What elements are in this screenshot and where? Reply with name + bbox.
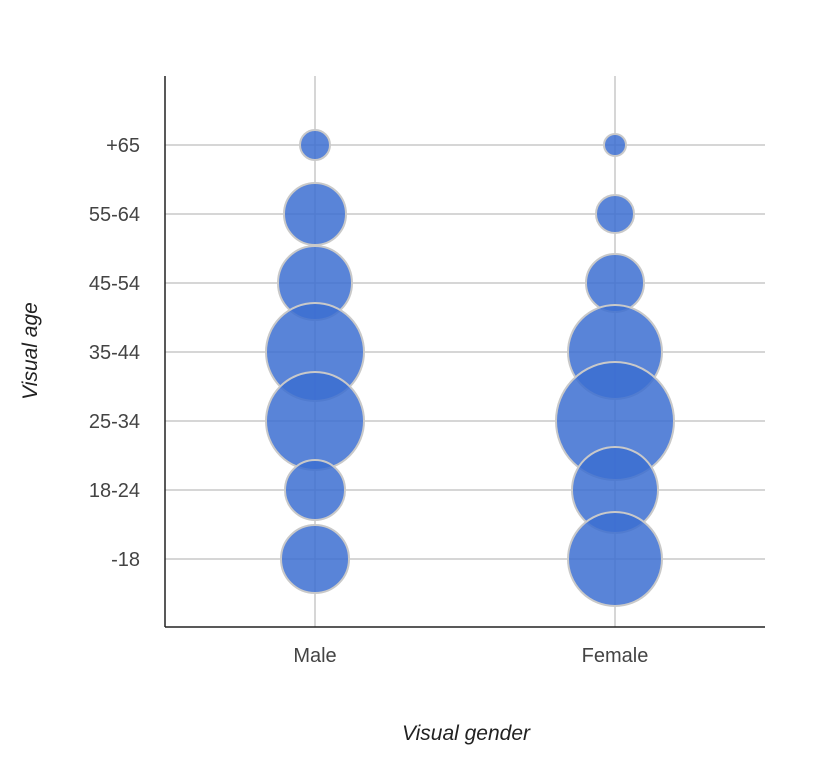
bubble-female-45-54 [585, 253, 645, 313]
axes [164, 76, 765, 628]
y-tick-label: 45-54 [89, 273, 140, 295]
y-tick-label: 35-44 [89, 342, 140, 364]
y-axis-title: Visual age [19, 302, 42, 400]
x-tick-label: Male [293, 645, 336, 667]
grid-lines [165, 76, 765, 627]
bubble-female-+65 [603, 133, 627, 157]
bubble-male-+65 [299, 129, 331, 161]
bubble-male-25-34 [265, 371, 365, 471]
bubble-female-55-64 [595, 194, 635, 234]
y-tick-label: 25-34 [89, 411, 140, 433]
bubble-male-18-24 [284, 459, 346, 521]
bubble-male--18 [280, 524, 350, 594]
x-tick-label: Female [582, 645, 649, 667]
y-tick-label: 55-64 [89, 204, 140, 226]
bubble-female--18 [567, 511, 663, 607]
y-tick-label: +65 [106, 135, 140, 157]
y-tick-label: 18-24 [89, 480, 140, 502]
bubble-male-55-64 [283, 182, 347, 246]
tick-labels: -18 18-24 25-34 35-44 45-54 55-64 +65 Male Femal… [89, 135, 649, 667]
bubbles [265, 129, 675, 607]
y-tick-label: -18 [111, 549, 140, 571]
x-axis-title: Visual gender [402, 722, 531, 745]
